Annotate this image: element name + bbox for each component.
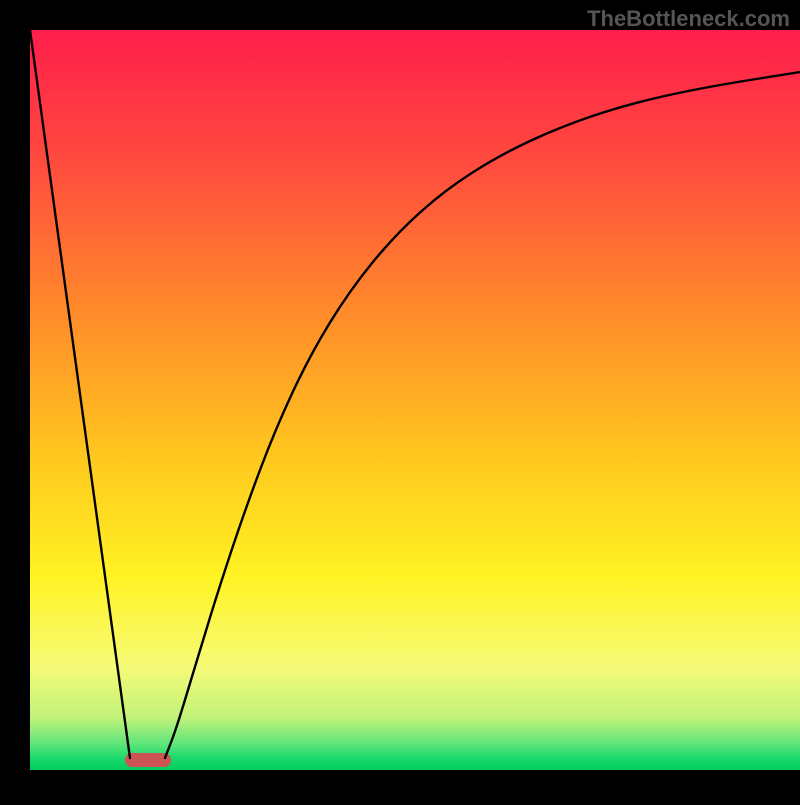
valley-marker <box>125 753 171 767</box>
chart-svg <box>0 0 800 800</box>
watermark-text: TheBottleneck.com <box>587 6 790 32</box>
chart-gradient-bg <box>30 30 800 770</box>
bottleneck-chart <box>0 0 800 800</box>
